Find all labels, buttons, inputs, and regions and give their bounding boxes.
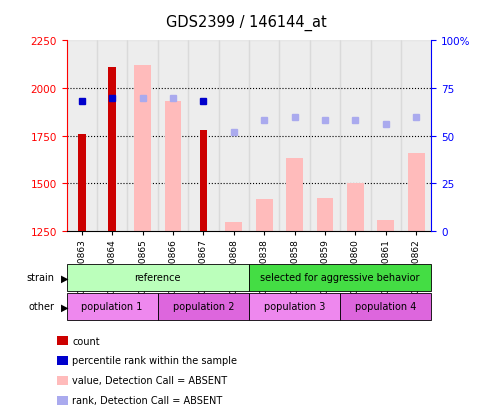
Text: ▶: ▶	[61, 273, 68, 283]
Bar	[134, 66, 151, 231]
Text: selected for aggressive behavior: selected for aggressive behavior	[260, 273, 420, 283]
Text: value, Detection Call = ABSENT: value, Detection Call = ABSENT	[72, 375, 228, 385]
Bar	[97, 41, 127, 231]
Text: population 3: population 3	[264, 301, 325, 312]
Bar	[67, 41, 97, 231]
Bar	[310, 41, 340, 231]
Bar	[371, 41, 401, 231]
Text: rank, Detection Call = ABSENT: rank, Detection Call = ABSENT	[72, 395, 223, 405]
Bar	[378, 221, 394, 231]
Bar	[158, 41, 188, 231]
Bar	[78, 134, 85, 231]
Text: population 2: population 2	[173, 301, 234, 312]
Bar	[340, 41, 371, 231]
Text: count: count	[72, 336, 100, 346]
Bar	[127, 41, 158, 231]
Text: GDS2399 / 146144_at: GDS2399 / 146144_at	[166, 14, 327, 31]
Bar	[249, 41, 280, 231]
Bar	[218, 41, 249, 231]
Text: population 4: population 4	[355, 301, 417, 312]
Bar	[408, 153, 424, 231]
Text: reference: reference	[135, 273, 181, 283]
Bar	[225, 223, 242, 231]
Bar	[188, 41, 218, 231]
Text: population 1: population 1	[81, 301, 143, 312]
Bar	[401, 41, 431, 231]
Text: strain: strain	[26, 273, 54, 283]
Bar	[347, 184, 364, 231]
Bar	[286, 159, 303, 231]
Text: percentile rank within the sample: percentile rank within the sample	[72, 356, 238, 366]
Bar	[317, 198, 333, 231]
Bar	[165, 102, 181, 231]
Bar	[280, 41, 310, 231]
Text: other: other	[28, 301, 54, 312]
Bar	[200, 131, 207, 231]
Bar	[108, 68, 116, 231]
Text: ▶: ▶	[61, 301, 68, 312]
Bar	[256, 200, 273, 231]
